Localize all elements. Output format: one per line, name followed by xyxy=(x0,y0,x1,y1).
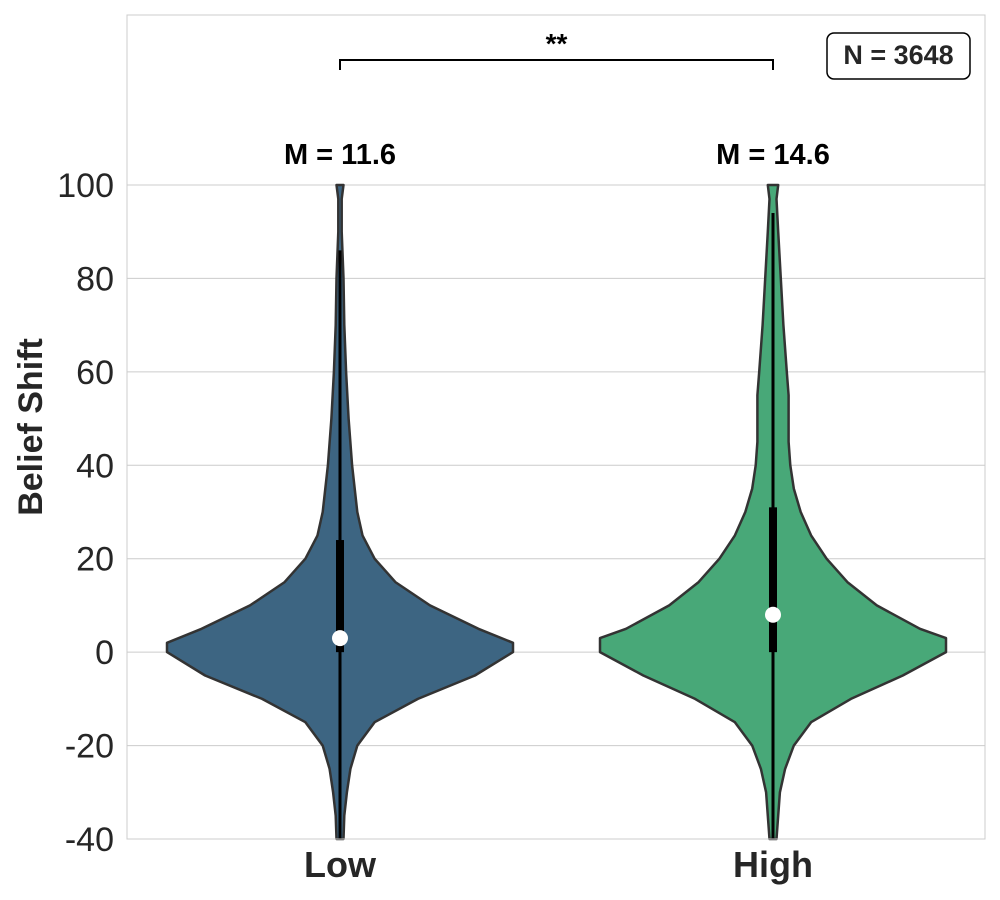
iqr-box-low xyxy=(336,540,344,653)
x-tick-label-low: Low xyxy=(304,844,377,885)
significance-bracket: ** xyxy=(339,28,774,70)
iqr-box-high xyxy=(769,507,777,653)
sample-size-box-frame xyxy=(826,32,971,80)
mean-label-low: M = 11.6 xyxy=(284,139,396,171)
x-tick-labels: Low High xyxy=(304,844,813,885)
plot-frame xyxy=(126,14,986,840)
y-tick-label: 60 xyxy=(76,354,114,392)
gridlines xyxy=(127,184,985,840)
sample-size-label: N = 3648 xyxy=(843,40,953,70)
violins xyxy=(165,183,948,841)
sample-size-box: N = 3648 xyxy=(826,32,971,80)
y-tick-label: -40 xyxy=(65,821,114,859)
x-tick-label-high: High xyxy=(733,844,813,885)
mean-labels: M = 11.6 M = 14.6 xyxy=(284,139,830,171)
y-tick-label: 80 xyxy=(76,260,114,298)
y-tick-label: -20 xyxy=(65,728,114,766)
y-axis-title: Belief Shift xyxy=(12,338,50,516)
y-tick-label: 0 xyxy=(95,634,114,672)
significance-bracket-line xyxy=(339,59,774,70)
significance-stars: ** xyxy=(546,28,568,59)
y-tick-labels: -40 -20 0 20 40 60 80 100 xyxy=(57,167,114,859)
y-tick-label: 100 xyxy=(57,167,114,205)
median-marker-low xyxy=(332,630,348,647)
y-tick-label: 40 xyxy=(76,447,114,485)
median-marker-high xyxy=(765,606,781,623)
mean-label-high: M = 14.6 xyxy=(716,139,830,171)
y-tick-label: 20 xyxy=(76,541,114,579)
